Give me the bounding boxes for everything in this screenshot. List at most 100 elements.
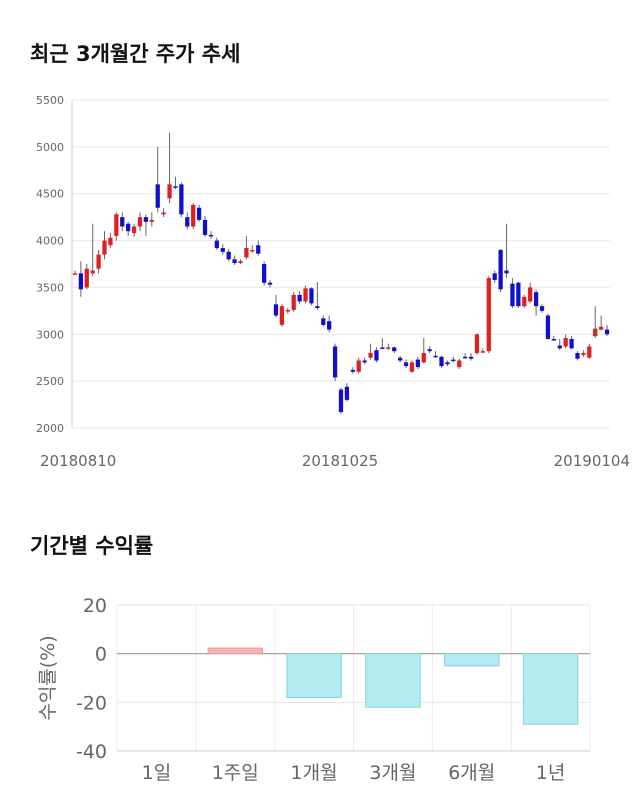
candle-body bbox=[380, 347, 385, 349]
x-tick-label: 1일 bbox=[142, 762, 172, 784]
candle-body bbox=[120, 217, 125, 227]
candle-body bbox=[208, 234, 214, 237]
candle-body bbox=[78, 273, 83, 290]
candle-body bbox=[102, 240, 107, 255]
candle-body bbox=[173, 186, 178, 188]
return-bar bbox=[365, 653, 421, 708]
candle-body bbox=[587, 346, 592, 358]
candle-body bbox=[309, 288, 314, 304]
candle-body bbox=[528, 287, 533, 302]
candle-body bbox=[463, 356, 468, 359]
candle-body bbox=[303, 288, 308, 302]
candle-body bbox=[533, 292, 539, 307]
candle-body bbox=[185, 217, 190, 227]
candle-body bbox=[474, 334, 480, 354]
candle-body bbox=[575, 353, 580, 359]
candle-body bbox=[433, 355, 438, 358]
candle-body bbox=[599, 326, 604, 330]
return-bar bbox=[207, 647, 263, 655]
candle-body bbox=[421, 353, 426, 363]
candle-body bbox=[196, 207, 202, 220]
x-tick-label: 3개월 bbox=[369, 762, 416, 784]
candle-body bbox=[220, 248, 225, 252]
candle-body bbox=[522, 296, 527, 307]
candle-body bbox=[114, 214, 119, 236]
price-chart-title: 최근 3개월간 주가 추세 bbox=[30, 42, 241, 66]
candle-body bbox=[409, 362, 415, 372]
candle-body bbox=[356, 360, 361, 372]
candle-body bbox=[179, 184, 184, 215]
candle-body bbox=[350, 369, 355, 372]
x-tick-label: 1년 bbox=[536, 762, 566, 784]
candle-body bbox=[569, 338, 574, 349]
candle-body bbox=[137, 217, 143, 227]
x-tick-label: 20180810 bbox=[40, 452, 116, 470]
candle-body bbox=[96, 254, 101, 269]
y-tick-label: 3500 bbox=[36, 281, 64, 294]
candle-body bbox=[344, 386, 350, 400]
candle-body bbox=[374, 350, 379, 361]
candle-body bbox=[84, 268, 89, 288]
x-tick-label: 1개월 bbox=[291, 762, 338, 784]
candle-body bbox=[238, 261, 243, 264]
y-axis-title: 수익률(%) bbox=[37, 635, 59, 720]
candle-body bbox=[244, 248, 249, 258]
y-tick-label: 2000 bbox=[36, 422, 64, 435]
candle-body bbox=[581, 353, 586, 355]
candles-group bbox=[72, 132, 610, 414]
return-bar bbox=[522, 653, 579, 725]
y-tick-label: 5500 bbox=[36, 94, 64, 107]
candle-body bbox=[232, 259, 237, 264]
candle-body bbox=[504, 270, 509, 274]
candle-body bbox=[214, 240, 219, 249]
price-candlestick-chart: 2000 2500 3000 3500 4000 4500 5000 5500 20180810… bbox=[36, 94, 630, 470]
candle-body bbox=[262, 264, 267, 283]
candle-body bbox=[551, 338, 556, 341]
y-tick-label: 4000 bbox=[36, 235, 64, 248]
y-tick-label: 3000 bbox=[36, 328, 64, 341]
candle-body bbox=[167, 184, 172, 199]
candle-body bbox=[291, 294, 296, 310]
candle-body bbox=[427, 349, 432, 352]
candle-body bbox=[332, 346, 338, 378]
x-tick-label: 1주일 bbox=[212, 762, 259, 784]
candle-body bbox=[516, 282, 521, 307]
candle-body bbox=[72, 273, 78, 275]
candle-body bbox=[439, 356, 444, 367]
candle-body bbox=[90, 270, 95, 274]
candle-body bbox=[226, 251, 231, 260]
candle-body bbox=[368, 353, 373, 358]
candle-body bbox=[315, 306, 320, 309]
y-tick-label: 2500 bbox=[36, 375, 64, 388]
candle-body bbox=[486, 278, 491, 352]
candle-body bbox=[498, 249, 503, 290]
candle-body bbox=[362, 360, 367, 363]
x-tick-label: 6개월 bbox=[448, 762, 495, 784]
x-tick-label: 20190104 bbox=[554, 452, 630, 470]
x-tick-label: 20181025 bbox=[302, 452, 378, 470]
candle-body bbox=[451, 359, 456, 362]
candle-body bbox=[161, 212, 166, 215]
y-tick-label: 0 bbox=[95, 644, 107, 666]
candle-body bbox=[321, 318, 326, 325]
candle-body bbox=[250, 249, 255, 252]
y-tick-label: -20 bbox=[76, 692, 107, 714]
candle-body bbox=[386, 347, 391, 349]
candle-body bbox=[279, 306, 285, 325]
candle-body bbox=[557, 345, 562, 349]
candle-body bbox=[285, 309, 290, 312]
y-tick-label: 20 bbox=[83, 595, 107, 617]
candle-body bbox=[143, 217, 149, 222]
candle-body bbox=[327, 321, 332, 330]
candle-body bbox=[457, 360, 462, 368]
candle-body bbox=[604, 329, 610, 335]
y-tick-label: -40 bbox=[76, 741, 107, 763]
candle-body bbox=[297, 294, 302, 302]
candle-body bbox=[267, 282, 273, 285]
candle-body bbox=[593, 328, 598, 337]
candle-body bbox=[273, 304, 279, 316]
candle-body bbox=[191, 204, 196, 227]
candle-body bbox=[397, 357, 403, 361]
candle-body bbox=[108, 237, 113, 246]
